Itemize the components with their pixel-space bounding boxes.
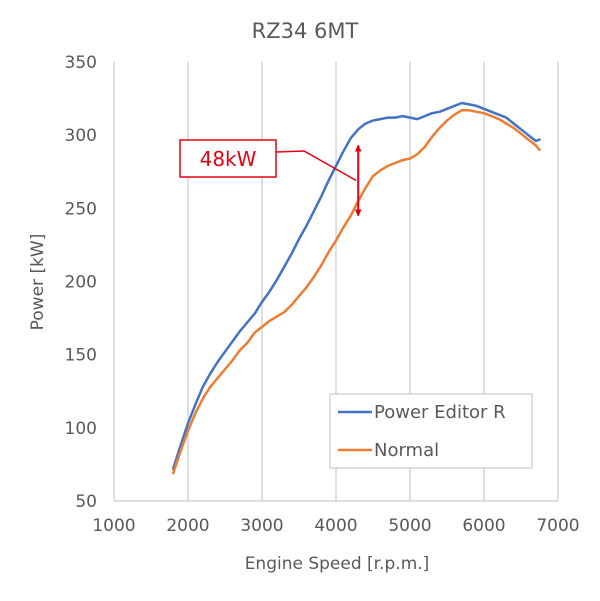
y-tick-label-100: 100 (65, 419, 97, 439)
y-tick-label-250: 250 (65, 199, 97, 219)
legend-label-power-editor-r: Power Editor R (374, 402, 506, 423)
x-tick-label-6000: 6000 (462, 516, 505, 536)
x-tick-label-3000: 3000 (240, 516, 283, 536)
y-tick-label-300: 300 (65, 126, 97, 146)
grid (113, 62, 559, 501)
x-tick-label-5000: 5000 (388, 516, 431, 536)
annotation: 48kW (179, 139, 362, 217)
x-axis-title: Engine Speed [r.p.m.] (245, 554, 430, 574)
legend-label-normal: Normal (374, 440, 439, 461)
legend: Power Editor R Normal (329, 393, 533, 469)
y-tick-label-350: 350 (65, 53, 97, 73)
series-line-power-editor-r (171, 101, 541, 471)
callout-box (179, 139, 277, 178)
chart-title: RZ34 6MT (252, 19, 359, 43)
legend-box (329, 393, 533, 469)
y-tick-label-150: 150 (65, 346, 97, 366)
callout-leader (275, 150, 357, 182)
x-tick-label-1000: 1000 (92, 516, 135, 536)
x-tick-label-4000: 4000 (314, 516, 357, 536)
x-tick-label-7000: 7000 (536, 516, 579, 536)
x-tick-label-2000: 2000 (166, 516, 209, 536)
y-tick-label-50: 50 (75, 492, 97, 512)
callout-label: 48kW (200, 147, 257, 171)
axes: 1000 2000 3000 4000 5000 6000 7000 50 100 150 200 2… (65, 53, 580, 536)
y-axis-title: Power [kW] (28, 234, 48, 331)
y-tick-label-200: 200 (65, 273, 97, 293)
